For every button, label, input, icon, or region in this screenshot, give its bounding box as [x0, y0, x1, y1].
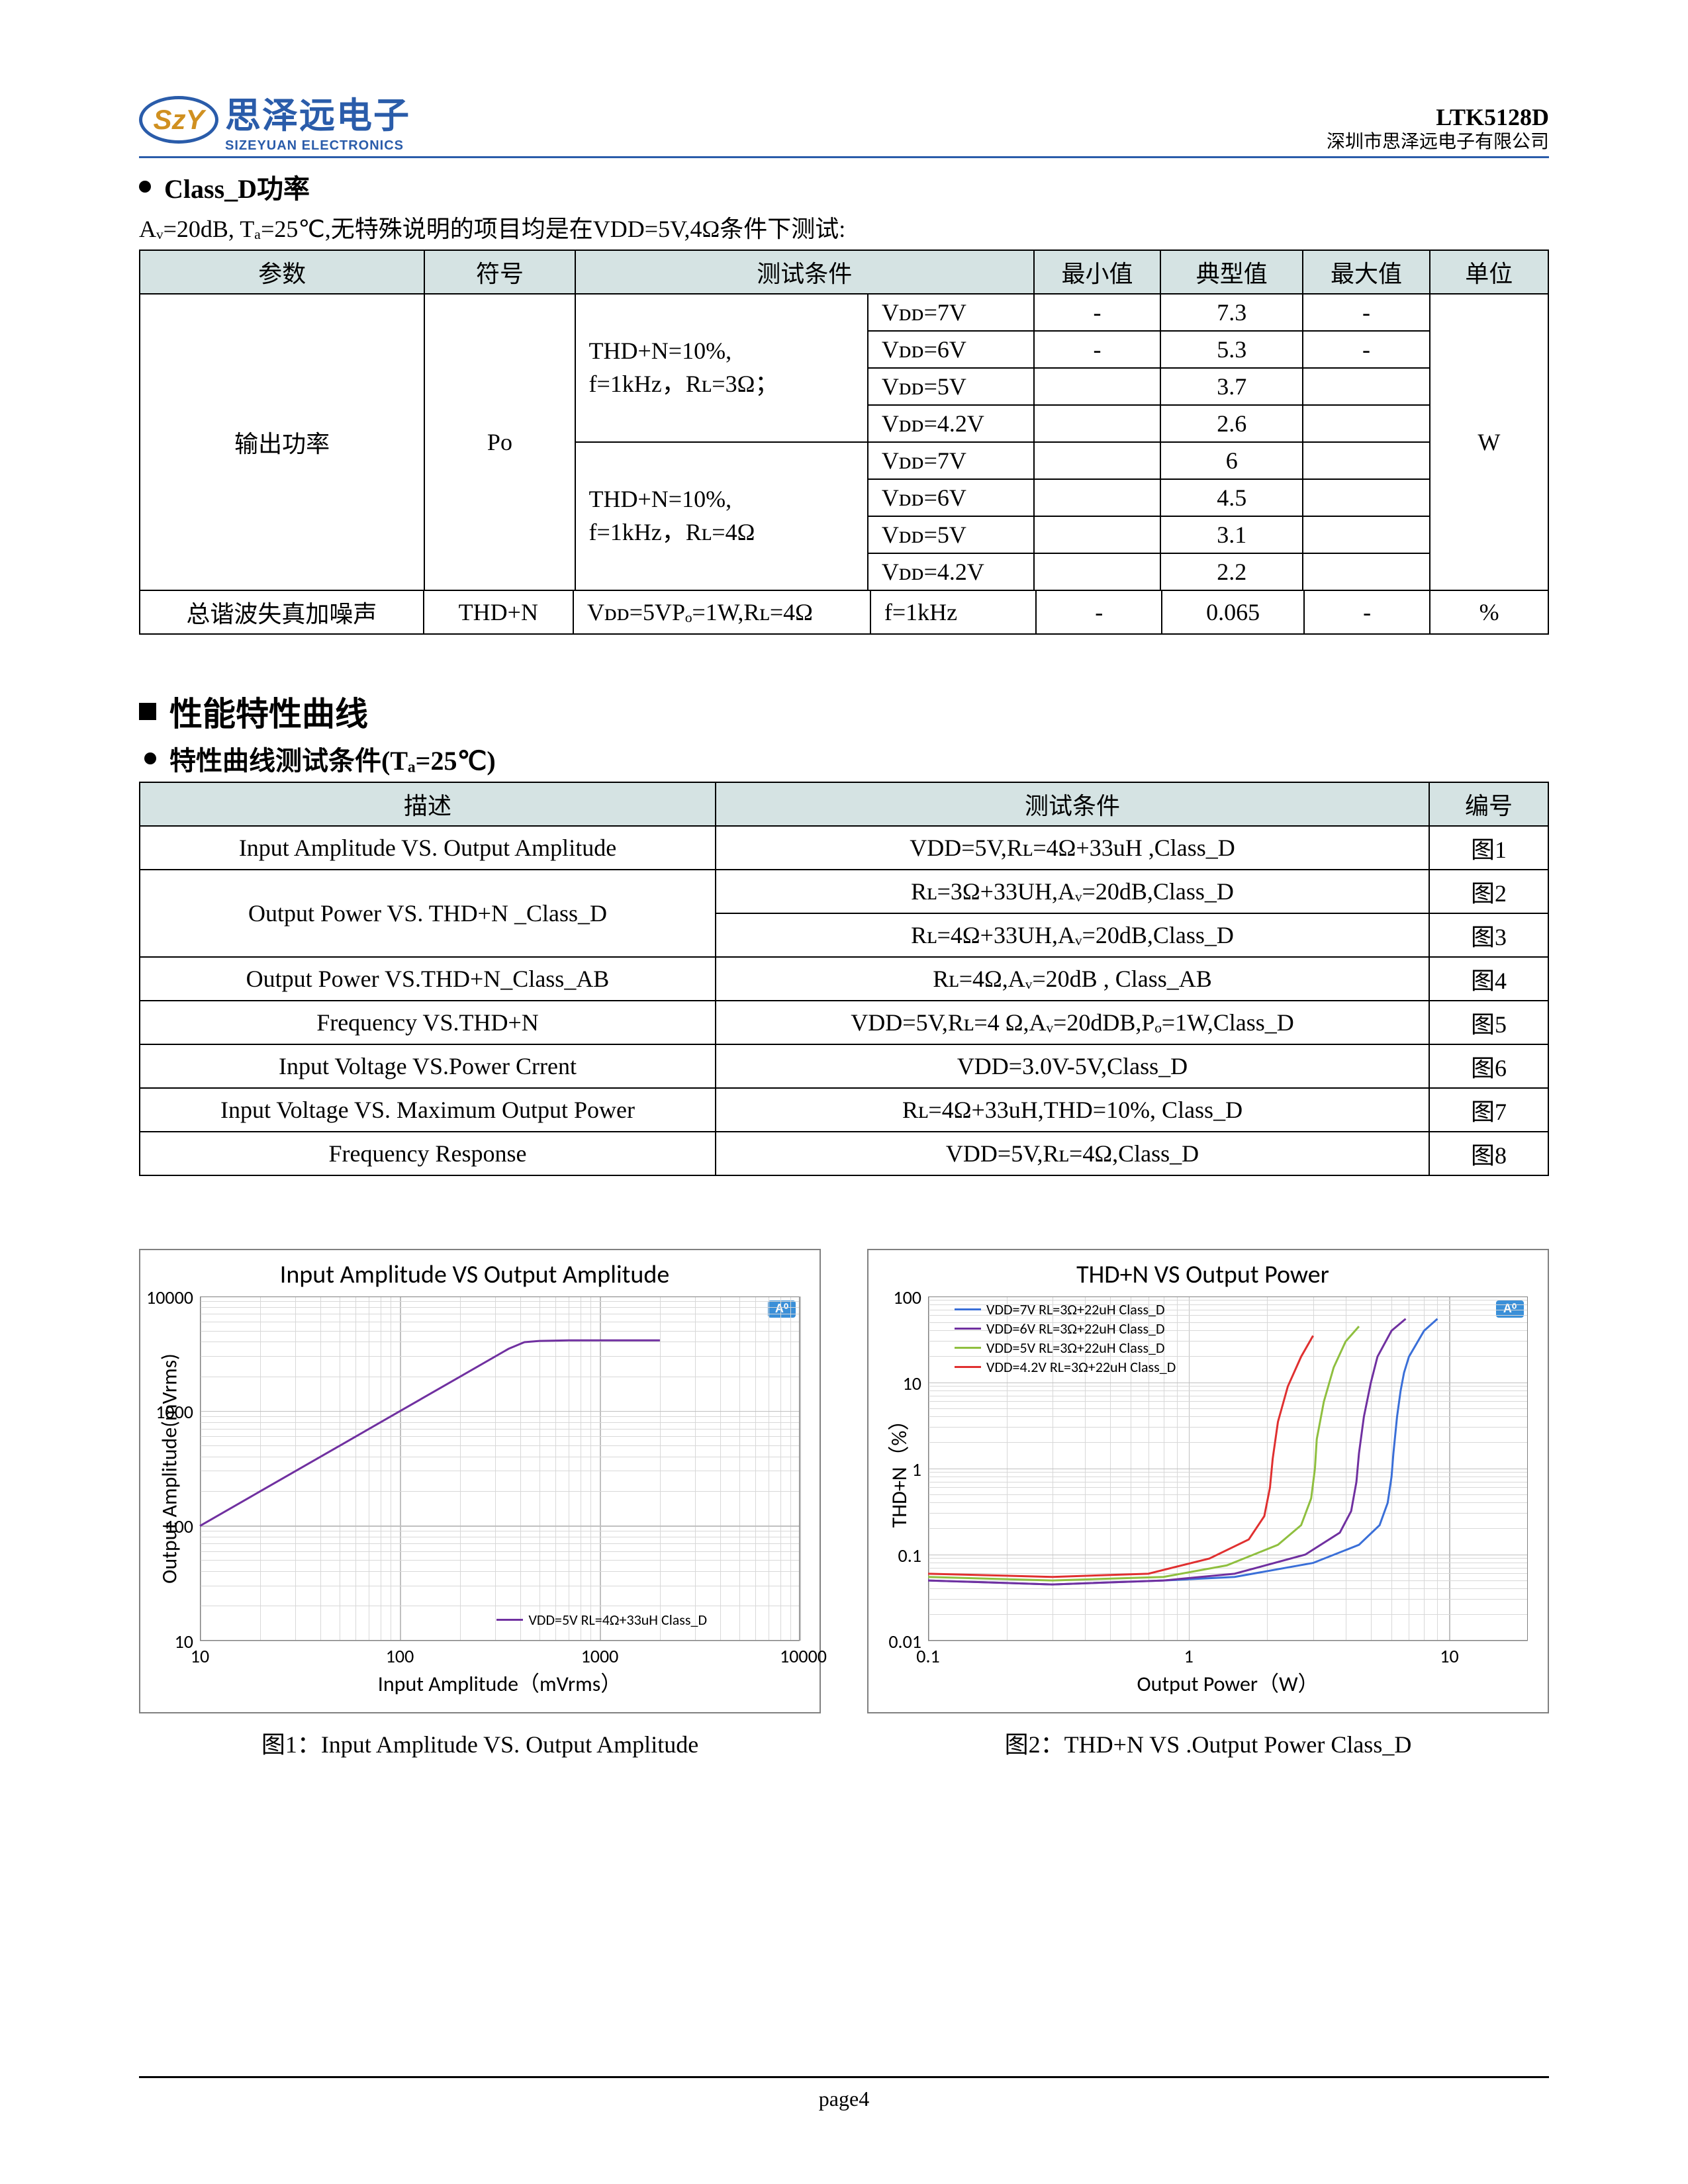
- typ-4: 6: [1160, 442, 1303, 479]
- t1-h5: 最大值: [1303, 250, 1429, 294]
- params-table: 参数 符号 测试条件 最小值 典型值 最大值 单位 输出功率 Po THD+N=…: [139, 250, 1549, 591]
- t2-desc-0: Input Amplitude VS. Output Amplitude: [140, 826, 716, 870]
- cond-4ohm: THD+N=10%, f=1kHz，Rʟ=4Ω: [575, 442, 868, 590]
- chart2-xlabel: Output Power（W）: [928, 1667, 1528, 1698]
- t1-h0: 参数: [140, 250, 424, 294]
- t2-cond-5: VDD=3.0V-5V,Class_D: [716, 1044, 1429, 1088]
- thd-typ: 0.065: [1162, 590, 1303, 634]
- t2-id-7: 图8: [1429, 1132, 1548, 1175]
- thd-param: 总谐波失真加噪声: [140, 590, 424, 634]
- t2-desc-7: Frequency Response: [140, 1132, 716, 1175]
- typ-2: 3.7: [1160, 368, 1303, 405]
- t2-id-3: 图4: [1429, 957, 1548, 1001]
- vdd42-b: Vᴅᴅ=4.2V: [868, 553, 1034, 590]
- t2-h0: 描述: [140, 782, 716, 826]
- vdd42-a: Vᴅᴅ=4.2V: [868, 405, 1034, 442]
- chart1-xlabel: Input Amplitude（mVrms）: [200, 1667, 800, 1698]
- max-0: -: [1303, 294, 1429, 331]
- typ-5: 4.5: [1160, 479, 1303, 516]
- section2-big-title: 性能特性曲线: [169, 688, 368, 735]
- logo-cn: 思泽远电子: [225, 86, 410, 138]
- page-number: page4: [819, 2087, 869, 2111]
- vdd6-b: Vᴅᴅ=6V: [868, 479, 1034, 516]
- t2-desc-1: Output Power VS. THD+N _Class_D: [140, 870, 716, 957]
- t2-desc-6: Input Voltage VS. Maximum Output Power: [140, 1088, 716, 1132]
- t2-id-5: 图6: [1429, 1044, 1548, 1088]
- company-name: 深圳市思泽远电子有限公司: [1327, 131, 1549, 154]
- t2-id-6: 图7: [1429, 1088, 1548, 1132]
- cond-3ohm: THD+N=10%, f=1kHz，Rʟ=3Ω；: [575, 294, 868, 442]
- chart2-plot: THD+N（%） A⁰ 0.11100.010.1110100VDD=7V RL…: [928, 1297, 1528, 1641]
- part-number: LTK5128D: [1327, 103, 1549, 131]
- vdd7-b: Vᴅᴅ=7V: [868, 442, 1034, 479]
- t2-cond-7: VDD=5V,Rʟ=4Ω,Class_D: [716, 1132, 1429, 1175]
- bullet-icon: [139, 181, 151, 193]
- t2-cond-2: Rʟ=4Ω+33UH,Aᵥ=20dB,Class_D: [716, 913, 1429, 957]
- t2-id-1: 图2: [1429, 870, 1548, 913]
- chart1-box: Input Amplitude VS Output Amplitude Outp…: [139, 1249, 821, 1713]
- bullet-icon: [144, 752, 156, 764]
- t2-h1: 测试条件: [716, 782, 1429, 826]
- t2-h2: 编号: [1429, 782, 1548, 826]
- curves-table: 描述 测试条件 编号 Input Amplitude VS. Output Am…: [139, 782, 1549, 1176]
- min-0: -: [1034, 294, 1160, 331]
- po-symbol: Po: [424, 294, 575, 590]
- t1-h6: 单位: [1430, 250, 1548, 294]
- logo-en: SIZEYUAN ELECTRONICS: [225, 138, 410, 154]
- vdd7-a: Vᴅᴅ=7V: [868, 294, 1034, 331]
- chart2-box: THD+N VS Output Power THD+N（%） A⁰ 0.1110…: [867, 1249, 1549, 1713]
- typ-3: 2.6: [1160, 405, 1303, 442]
- t2-desc-4: Frequency VS.THD+N: [140, 1001, 716, 1044]
- typ-1: 5.3: [1160, 331, 1303, 368]
- thd-unit: %: [1430, 590, 1548, 634]
- typ-6: 3.1: [1160, 516, 1303, 553]
- max-1: -: [1303, 331, 1429, 368]
- t1-h4: 典型值: [1160, 250, 1303, 294]
- logo-oval-icon: SzY: [139, 96, 218, 144]
- thd-row-table: 总谐波失真加噪声 THD+N Vᴅᴅ=5VPₒ=1W,Rʟ=4Ω f=1kHz …: [139, 590, 1549, 635]
- t2-cond-6: Rʟ=4Ω+33uH,THD=10%, Class_D: [716, 1088, 1429, 1132]
- t2-cond-4: VDD=5V,Rʟ=4 Ω,Aᵥ=20dDB,Pₒ=1W,Class_D: [716, 1001, 1429, 1044]
- thd-min: -: [1036, 590, 1162, 634]
- t2-id-4: 图5: [1429, 1001, 1548, 1044]
- vdd5-a: Vᴅᴅ=5V: [868, 368, 1034, 405]
- footer-line: [139, 2076, 1549, 2078]
- section1-condition: Aᵥ=20dB, Tₐ=25℃,无特殊说明的项目均是在VDD=5V,4Ω条件下测…: [139, 210, 1549, 244]
- output-power-param: 输出功率: [140, 294, 424, 590]
- vdd6-a: Vᴅᴅ=6V: [868, 331, 1034, 368]
- chart1-ylabel: Output Amplitude(mVrms): [157, 1353, 183, 1584]
- typ-0: 7.3: [1160, 294, 1303, 331]
- thd-max: -: [1304, 590, 1430, 634]
- t2-id-2: 图3: [1429, 913, 1548, 957]
- unit-w: W: [1430, 294, 1548, 590]
- chart1-title: Input Amplitude VS Output Amplitude: [150, 1259, 800, 1290]
- section1-title: Class_D功率: [164, 167, 310, 206]
- thd-symbol: THD+N: [424, 590, 573, 634]
- chart2-wrapper: THD+N VS Output Power THD+N（%） A⁰ 0.1110…: [867, 1249, 1549, 1760]
- chart2-title: THD+N VS Output Power: [878, 1259, 1528, 1290]
- t1-h3: 最小值: [1034, 250, 1160, 294]
- chart1-wrapper: Input Amplitude VS Output Amplitude Outp…: [139, 1249, 821, 1760]
- chart2-ylabel: THD+N（%）: [882, 1409, 913, 1527]
- chart1-caption: 图1：Input Amplitude VS. Output Amplitude: [139, 1725, 821, 1760]
- page-header: SzY 思泽远电子 SIZEYUAN ELECTRONICS LTK5128D …: [139, 86, 1549, 158]
- vdd5-b: Vᴅᴅ=5V: [868, 516, 1034, 553]
- thd-cond2: f=1kHz: [870, 590, 1036, 634]
- square-bullet-icon: [139, 703, 156, 720]
- t1-h2: 测试条件: [575, 250, 1034, 294]
- chart1-plot: Output Amplitude(mVrms) A⁰ 1010010001000…: [200, 1297, 800, 1641]
- t2-cond-1: Rʟ=3Ω+33UH,Aᵥ=20dB,Class_D: [716, 870, 1429, 913]
- t2-desc-5: Input Voltage VS.Power Crrent: [140, 1044, 716, 1088]
- t1-h1: 符号: [424, 250, 575, 294]
- typ-7: 2.2: [1160, 553, 1303, 590]
- t2-cond-3: Rʟ=4Ω,Aᵥ=20dB , Class_AB: [716, 957, 1429, 1001]
- t2-desc-3: Output Power VS.THD+N_Class_AB: [140, 957, 716, 1001]
- t2-cond-0: VDD=5V,Rʟ=4Ω+33uH ,Class_D: [716, 826, 1429, 870]
- t2-id-0: 图1: [1429, 826, 1548, 870]
- thd-cond1: Vᴅᴅ=5VPₒ=1W,Rʟ=4Ω: [573, 590, 870, 634]
- logo: SzY 思泽远电子 SIZEYUAN ELECTRONICS: [139, 86, 410, 154]
- section2-sub-title: 特性曲线测试条件(Tₐ=25℃): [169, 739, 496, 778]
- chart2-caption: 图2：THD+N VS .Output Power Class_D: [867, 1725, 1549, 1760]
